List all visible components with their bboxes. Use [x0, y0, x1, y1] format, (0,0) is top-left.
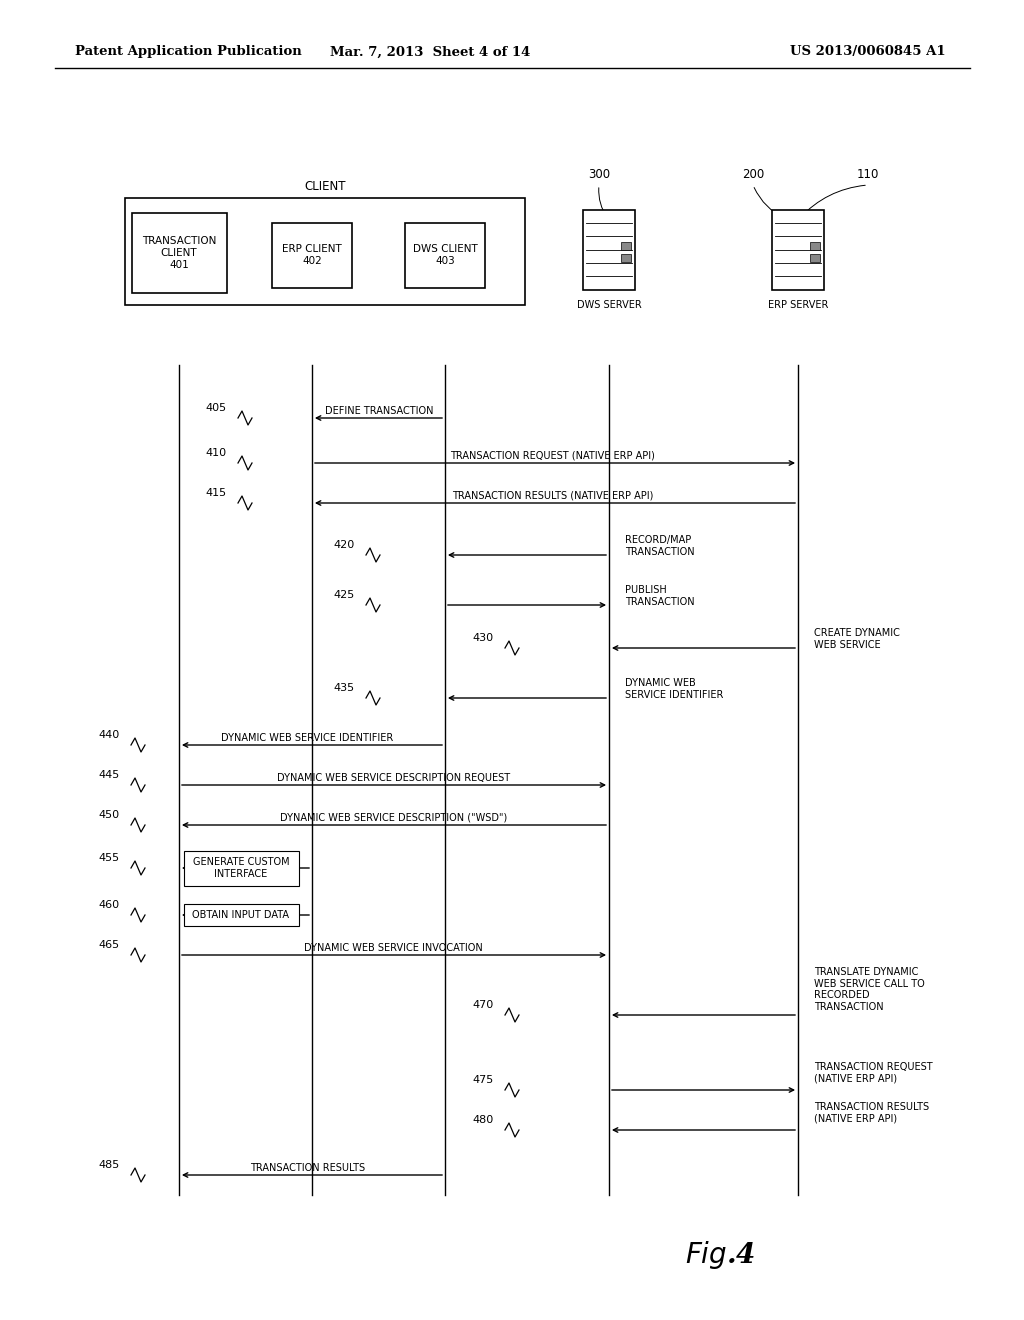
Bar [125, 198, 525, 305]
Bar [132, 213, 227, 293]
Text: Patent Application Publication: Patent Application Publication [75, 45, 302, 58]
Text: TRANSACTION RESULTS
(NATIVE ERP API): TRANSACTION RESULTS (NATIVE ERP API) [814, 1102, 929, 1123]
Text: $\mathit{Fig}$.4: $\mathit{Fig}$.4 [685, 1239, 756, 1271]
Text: 460: 460 [99, 900, 120, 909]
Text: TRANSACTION RESULTS: TRANSACTION RESULTS [250, 1163, 365, 1173]
Text: 445: 445 [98, 770, 120, 780]
Text: DWS SERVER: DWS SERVER [577, 300, 641, 310]
Text: OBTAIN INPUT DATA: OBTAIN INPUT DATA [193, 909, 290, 920]
Text: 440: 440 [98, 730, 120, 741]
Text: ERP SERVER: ERP SERVER [768, 300, 828, 310]
Text: DYNAMIC WEB SERVICE IDENTIFIER: DYNAMIC WEB SERVICE IDENTIFIER [221, 733, 393, 743]
Text: TRANSACTION
CLIENT
401: TRANSACTION CLIENT 401 [141, 236, 216, 269]
Bar [406, 223, 485, 288]
Text: TRANSACTION REQUEST (NATIVE ERP API): TRANSACTION REQUEST (NATIVE ERP API) [451, 451, 655, 461]
Text: 450: 450 [99, 810, 120, 820]
Text: RECORD/MAP
TRANSACTION: RECORD/MAP TRANSACTION [625, 535, 694, 557]
Text: Mar. 7, 2013  Sheet 4 of 14: Mar. 7, 2013 Sheet 4 of 14 [330, 45, 530, 58]
Bar [621, 253, 631, 261]
Text: 415: 415 [206, 488, 227, 498]
Text: CLIENT: CLIENT [304, 180, 346, 193]
Text: 470: 470 [473, 1001, 494, 1010]
Text: CREATE DYNAMIC
WEB SERVICE: CREATE DYNAMIC WEB SERVICE [814, 628, 900, 649]
Bar [810, 242, 820, 249]
Text: 435: 435 [334, 682, 355, 693]
Text: DYNAMIC WEB SERVICE INVOCATION: DYNAMIC WEB SERVICE INVOCATION [304, 942, 482, 953]
Text: TRANSACTION RESULTS (NATIVE ERP API): TRANSACTION RESULTS (NATIVE ERP API) [453, 491, 653, 502]
Text: 405: 405 [206, 403, 227, 413]
Text: US 2013/0060845 A1: US 2013/0060845 A1 [790, 45, 945, 58]
Text: 430: 430 [473, 634, 494, 643]
Text: 455: 455 [99, 853, 120, 863]
Text: 475: 475 [473, 1074, 494, 1085]
Text: GENERATE CUSTOM
INTERFACE: GENERATE CUSTOM INTERFACE [193, 857, 290, 879]
Text: ERP CLIENT
402: ERP CLIENT 402 [283, 244, 342, 265]
Text: 465: 465 [99, 940, 120, 950]
Bar [272, 223, 352, 288]
Text: DYNAMIC WEB
SERVICE IDENTIFIER: DYNAMIC WEB SERVICE IDENTIFIER [625, 678, 723, 700]
Bar [810, 253, 820, 261]
Bar [772, 210, 824, 290]
Text: DEFINE TRANSACTION: DEFINE TRANSACTION [325, 407, 433, 416]
Text: 300: 300 [588, 169, 610, 181]
Text: 480: 480 [473, 1115, 494, 1125]
Bar [184, 904, 299, 927]
Text: TRANSACTION REQUEST
(NATIVE ERP API): TRANSACTION REQUEST (NATIVE ERP API) [814, 1063, 933, 1084]
Bar [621, 242, 631, 249]
Text: 425: 425 [334, 590, 355, 601]
Text: 420: 420 [334, 540, 355, 550]
Text: DYNAMIC WEB SERVICE DESCRIPTION REQUEST: DYNAMIC WEB SERVICE DESCRIPTION REQUEST [276, 774, 510, 783]
Bar [184, 851, 299, 886]
Text: PUBLISH
TRANSACTION: PUBLISH TRANSACTION [625, 585, 694, 607]
Bar [583, 210, 635, 290]
Text: TRANSLATE DYNAMIC
WEB SERVICE CALL TO
RECORDED
TRANSACTION: TRANSLATE DYNAMIC WEB SERVICE CALL TO RE… [814, 968, 925, 1012]
Text: DWS CLIENT
403: DWS CLIENT 403 [413, 244, 477, 265]
Text: 110: 110 [857, 169, 880, 181]
Text: 200: 200 [741, 169, 764, 181]
Text: 485: 485 [98, 1160, 120, 1170]
Text: DYNAMIC WEB SERVICE DESCRIPTION ("WSD"): DYNAMIC WEB SERVICE DESCRIPTION ("WSD") [280, 813, 507, 822]
Text: 410: 410 [206, 447, 227, 458]
